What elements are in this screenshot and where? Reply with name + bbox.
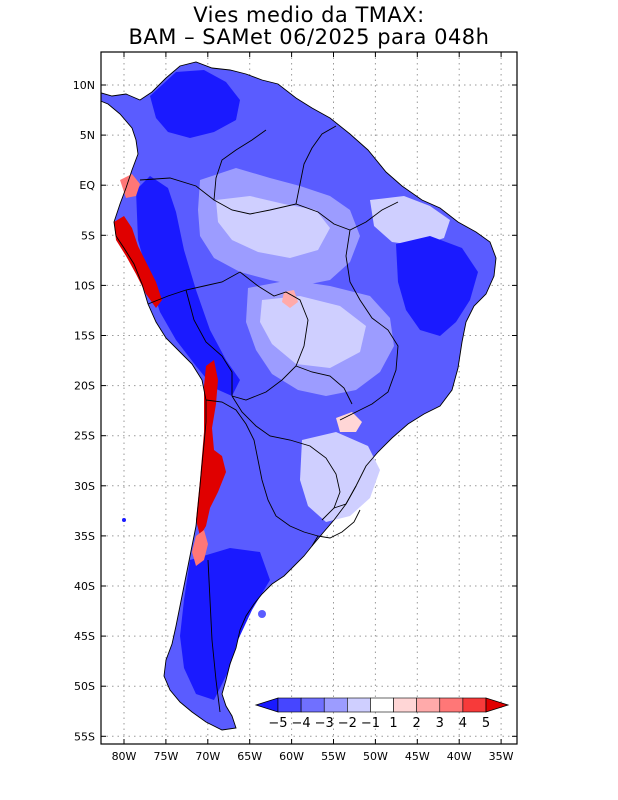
colorbar-label: −5 bbox=[268, 716, 287, 731]
lon-tick-label: 75W bbox=[153, 750, 178, 763]
lon-tick-label: 40W bbox=[447, 750, 472, 763]
longitude-axis: 80W 75W 70W 65W 60W 55W 50W 45W 40W 35W bbox=[112, 52, 514, 763]
colorbar-label: −4 bbox=[292, 716, 311, 731]
colorbar-swatch bbox=[416, 697, 441, 713]
positive-bias-peru-coast bbox=[114, 216, 162, 308]
colorbar-label: 5 bbox=[482, 716, 490, 731]
lat-tick-label: EQ bbox=[79, 179, 95, 192]
latitude-axis: 10N 5N EQ 5S 10S 15S 20S 25S 30S 35S 40S 45S 50S 55S bbox=[73, 79, 517, 743]
south-america-landmass bbox=[101, 62, 496, 730]
lon-tick-label: 80W bbox=[112, 750, 137, 763]
lon-tick-label: 35W bbox=[489, 750, 514, 763]
colorbar-label: −1 bbox=[361, 716, 380, 731]
colorbar-swatch bbox=[393, 697, 417, 713]
colorbar-swatch bbox=[439, 697, 464, 713]
bias-field bbox=[101, 62, 496, 730]
map-title-line2: BAM – SAMet 06/2025 para 048h bbox=[128, 25, 490, 49]
colorbar-label: 3 bbox=[436, 716, 444, 731]
south-georgia-dot bbox=[122, 518, 126, 522]
lon-tick-label: 65W bbox=[237, 750, 262, 763]
lat-tick-label: 45S bbox=[74, 630, 95, 643]
colorbar: −5 −4 −3 −2 −1 1 2 3 4 5 bbox=[254, 697, 510, 731]
colorbar-min-arrow bbox=[254, 697, 279, 713]
positive-bias-ecuador bbox=[120, 174, 140, 198]
positive-bias-atacama bbox=[196, 360, 226, 536]
lon-tick-label: 45W bbox=[405, 750, 430, 763]
lat-tick-label: 40S bbox=[74, 580, 95, 593]
positive-bias-mato-grosso bbox=[282, 290, 298, 308]
colorbar-label: 2 bbox=[413, 716, 421, 731]
colorbar-swatch bbox=[277, 697, 302, 713]
colorbar-max-arrow bbox=[485, 697, 510, 713]
lat-tick-label: 10N bbox=[73, 79, 95, 92]
country-borders bbox=[101, 61, 497, 731]
lat-tick-label: 55S bbox=[74, 730, 95, 743]
positive-bias-southeast bbox=[336, 412, 362, 432]
lon-tick-label: 50W bbox=[363, 750, 388, 763]
strong-negative-region-northeast bbox=[396, 236, 478, 336]
lat-tick-label: 30S bbox=[74, 480, 95, 493]
lighter-bias-region-central bbox=[216, 196, 330, 258]
lon-tick-label: 70W bbox=[195, 750, 220, 763]
lat-tick-label: 35S bbox=[74, 530, 95, 543]
lat-tick-label: 10S bbox=[74, 279, 95, 292]
strong-negative-region-north-coast bbox=[150, 70, 240, 138]
colorbar-label: −3 bbox=[315, 716, 334, 731]
lon-tick-label: 60W bbox=[279, 750, 304, 763]
lat-tick-label: 50S bbox=[74, 680, 95, 693]
colorbar-swatch bbox=[323, 697, 348, 713]
lat-tick-label: 5S bbox=[81, 229, 95, 242]
lighter-bias-region-northeast bbox=[370, 196, 450, 246]
lon-tick-label: 55W bbox=[321, 750, 346, 763]
near-zero-region-south bbox=[300, 432, 380, 522]
strong-negative-region-patagonia bbox=[180, 548, 270, 700]
colorbar-swatch bbox=[347, 697, 371, 713]
lat-tick-label: 20S bbox=[74, 380, 95, 393]
near-zero-region-brazil bbox=[260, 296, 366, 368]
colorbar-swatch bbox=[462, 697, 487, 713]
positive-bias-central-chile bbox=[192, 530, 208, 566]
colorbar-label: 4 bbox=[459, 716, 467, 731]
lat-tick-label: 15S bbox=[74, 330, 95, 343]
colorbar-label: −2 bbox=[338, 716, 357, 731]
map-frame bbox=[100, 51, 518, 745]
colorbar-label: 1 bbox=[389, 716, 397, 731]
lat-tick-label: 25S bbox=[74, 430, 95, 443]
strong-negative-region-andes bbox=[136, 176, 240, 396]
falkland-islands bbox=[258, 610, 266, 618]
lat-tick-label: 5N bbox=[80, 129, 95, 142]
map-title-line1: Vies medio da TMAX: bbox=[193, 3, 425, 27]
colorbar-swatch bbox=[300, 697, 325, 713]
colorbar-swatch bbox=[370, 697, 394, 713]
